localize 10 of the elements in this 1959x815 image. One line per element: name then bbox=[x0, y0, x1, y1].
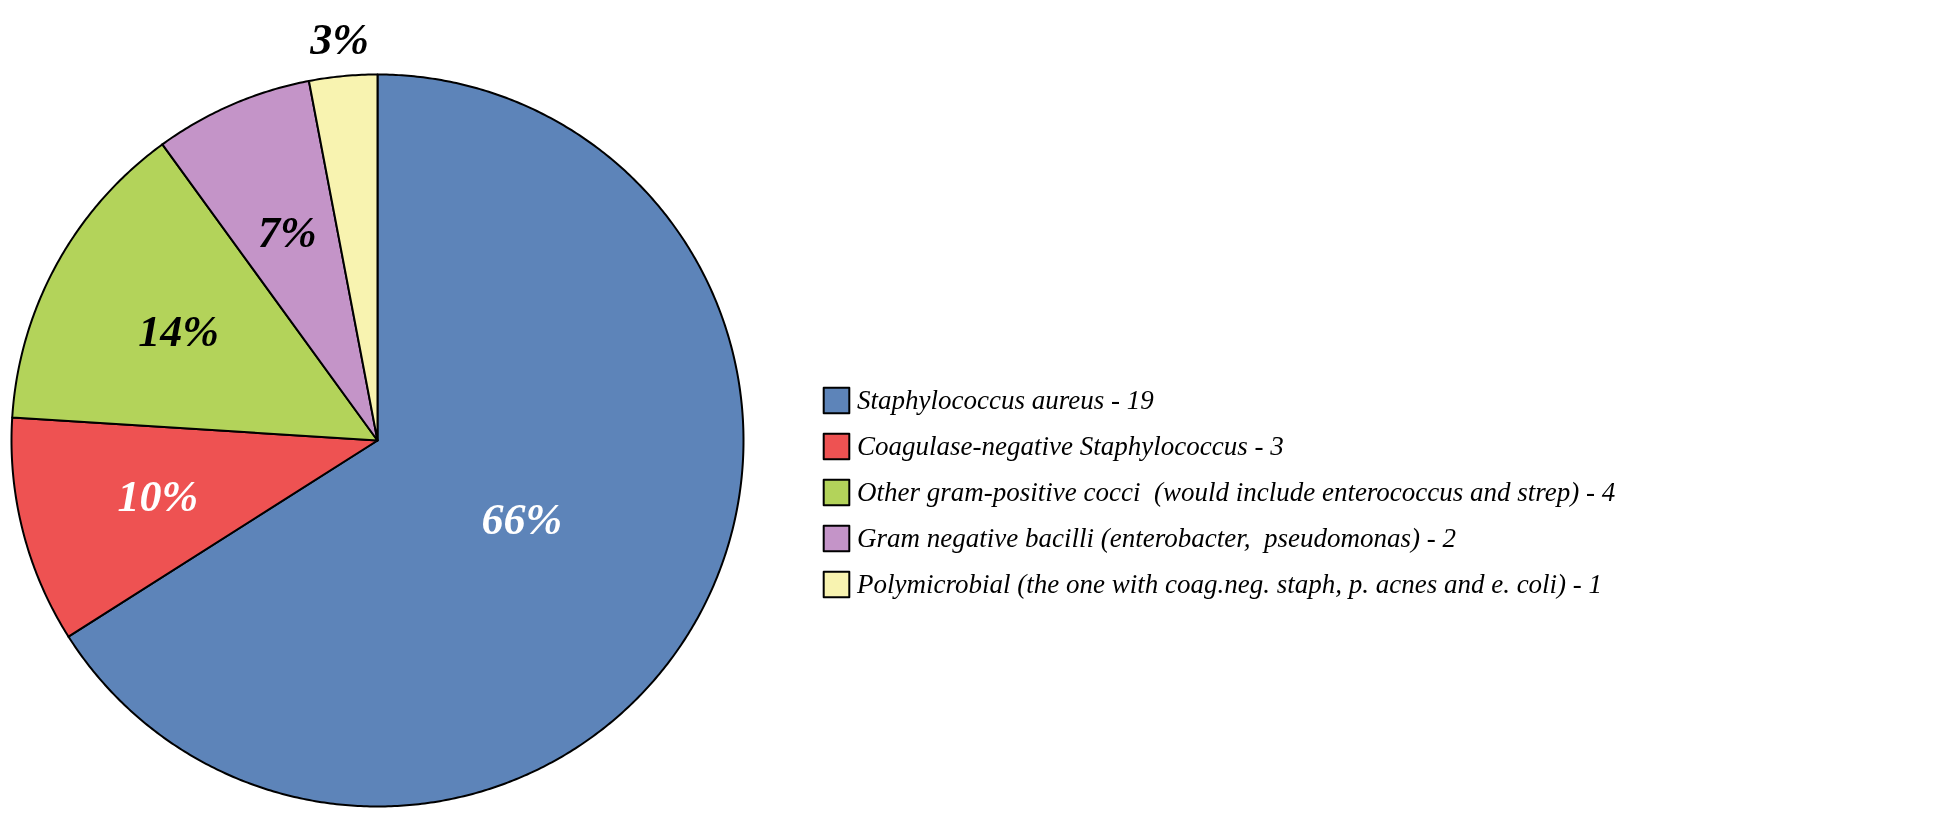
legend-label: Gram negative bacilli (enterobacter, pseudomonas) - 2 bbox=[857, 522, 1456, 554]
legend-label: Coagulase-negative Staphylococcus - 3 bbox=[857, 430, 1284, 462]
legend-label: Polymicrobial (the one with coag.neg. staph, p. acnes and e. coli) - 1 bbox=[857, 568, 1603, 600]
data-label: 14% bbox=[138, 306, 219, 356]
legend-label: Staphylococcus aureus - 19 bbox=[857, 384, 1154, 416]
data-label: 66% bbox=[481, 495, 563, 545]
data-label: 3% bbox=[309, 15, 369, 65]
legend-label: Other gram-positive cocci (would include enterococcus and strep) - 4 bbox=[857, 476, 1616, 508]
data-label: 10% bbox=[117, 472, 199, 522]
data-label: 7% bbox=[258, 207, 317, 257]
